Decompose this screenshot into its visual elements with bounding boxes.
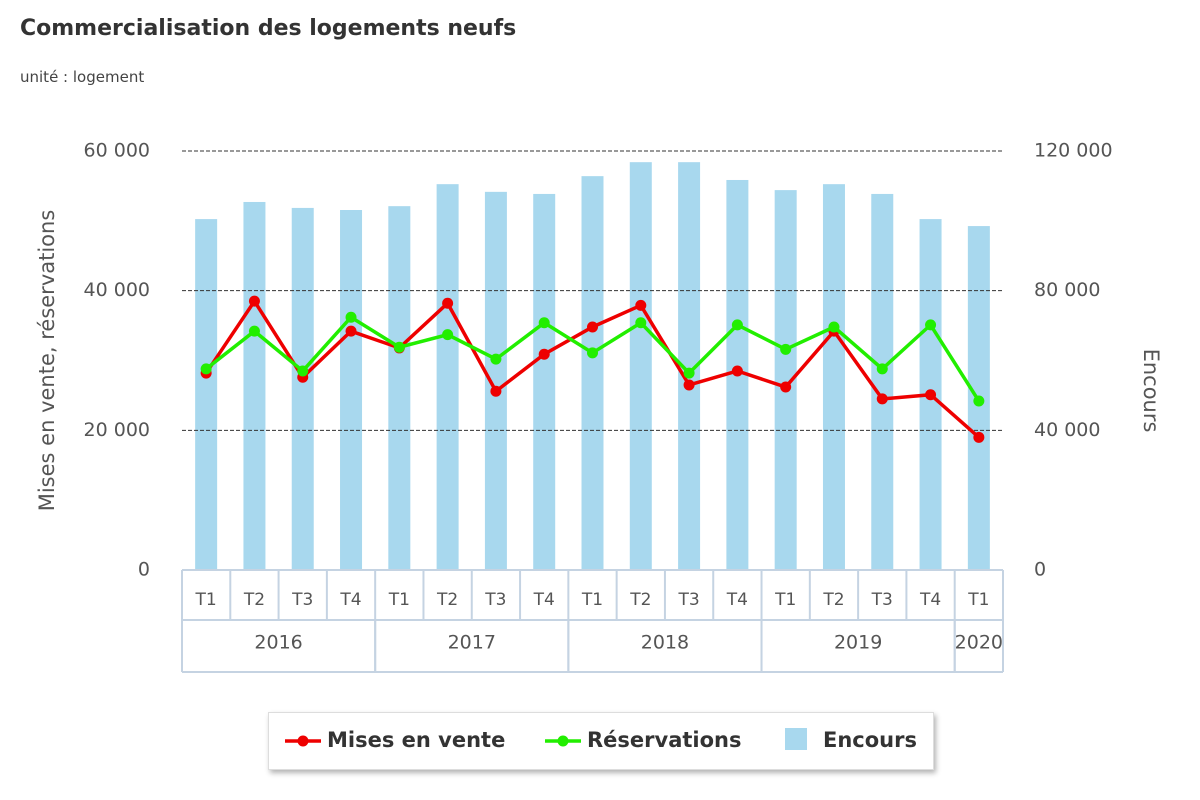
bar	[291, 207, 314, 570]
x-tick-label: T2	[629, 590, 651, 610]
y2-tick-label: 40 000	[1034, 419, 1100, 441]
x-tick-label: T2	[822, 590, 844, 610]
line-point	[683, 367, 695, 379]
x-tick-label: T1	[195, 590, 217, 610]
chart-title: Commercialisation des logements neufs	[20, 16, 517, 41]
x-tick-label: T2	[243, 590, 265, 610]
x-tick-label: T1	[774, 590, 796, 610]
bar	[581, 176, 604, 570]
line-point	[297, 365, 309, 377]
chart-subtitle: unité : logement	[20, 68, 145, 86]
y-tick-label: 20 000	[84, 419, 150, 441]
x-tick-label: T3	[484, 590, 506, 610]
line-point	[731, 319, 743, 331]
y-tick-label: 60 000	[84, 140, 150, 162]
legend-swatch	[557, 735, 569, 747]
bar	[484, 191, 507, 571]
line-point	[973, 395, 985, 407]
line-point	[925, 389, 937, 401]
y2-tick-label: 80 000	[1034, 279, 1100, 301]
legend-swatch	[297, 735, 309, 747]
line-point	[248, 295, 260, 307]
line-point	[635, 317, 647, 329]
x-tick-label: T3	[871, 590, 893, 610]
x-tick-label: T1	[388, 590, 410, 610]
y2-tick-label: 0	[1034, 559, 1046, 581]
bar	[678, 162, 701, 570]
x-tick-label: T3	[291, 590, 313, 610]
line-point	[442, 297, 454, 309]
x-tick-label: T1	[967, 590, 989, 610]
line-point	[345, 311, 357, 323]
bar	[195, 219, 218, 570]
x-tick-label: T4	[726, 590, 748, 610]
line-point	[828, 321, 840, 333]
line-point	[393, 341, 405, 353]
legend-label: Mises en vente	[327, 728, 505, 752]
x-group-label: 2020	[955, 632, 1003, 654]
line-point	[490, 385, 502, 397]
y2-axis-title: Encours	[1139, 349, 1163, 433]
line-point	[200, 363, 212, 375]
line-point	[683, 379, 695, 391]
bar	[533, 193, 556, 570]
line-point	[635, 299, 647, 311]
chart: 0 20 000 40 000 60 000 0 40 000 80 000 120 000 M…	[35, 140, 1163, 673]
x-group-label: 2017	[448, 632, 496, 654]
bar	[774, 190, 797, 570]
legend-label: Réservations	[587, 728, 742, 752]
line-point	[876, 393, 888, 405]
x-tick-label: T4	[919, 590, 941, 610]
x-tick-label: T4	[533, 590, 555, 610]
legend: Mises en vente Réservations Encours	[268, 712, 934, 770]
line-point	[538, 348, 550, 360]
legend-label: Encours	[823, 728, 917, 752]
line-point	[587, 321, 598, 333]
bar	[243, 201, 266, 570]
line-point	[538, 317, 550, 329]
legend-swatch	[785, 728, 807, 750]
bar	[436, 184, 459, 570]
x-group-label: 2018	[641, 632, 689, 654]
line-point	[248, 325, 260, 337]
bar	[871, 193, 894, 570]
line-point	[587, 347, 598, 359]
x-group-label: 2019	[834, 632, 882, 654]
x-group-label: 2016	[254, 632, 302, 654]
line-point	[780, 381, 792, 393]
bar	[822, 184, 845, 570]
y-tick-label: 0	[138, 559, 150, 581]
line-point	[925, 319, 937, 331]
x-tick-label: T1	[581, 590, 603, 610]
line-point	[876, 363, 888, 375]
bar	[629, 162, 652, 570]
line-point	[973, 431, 985, 443]
x-tick-label: T3	[677, 590, 699, 610]
line-point	[490, 353, 502, 365]
y-axis-title: Mises en vente, réservations	[35, 210, 59, 512]
x-tick-label: T2	[436, 590, 458, 610]
bar	[340, 210, 363, 571]
bar	[388, 206, 411, 570]
line-point	[731, 365, 743, 377]
line-point	[780, 343, 792, 355]
y-tick-label: 40 000	[84, 279, 150, 301]
line-point	[345, 325, 357, 337]
y2-tick-label: 120 000	[1034, 140, 1113, 162]
x-tick-label: T4	[339, 590, 361, 610]
line-point	[442, 329, 454, 341]
